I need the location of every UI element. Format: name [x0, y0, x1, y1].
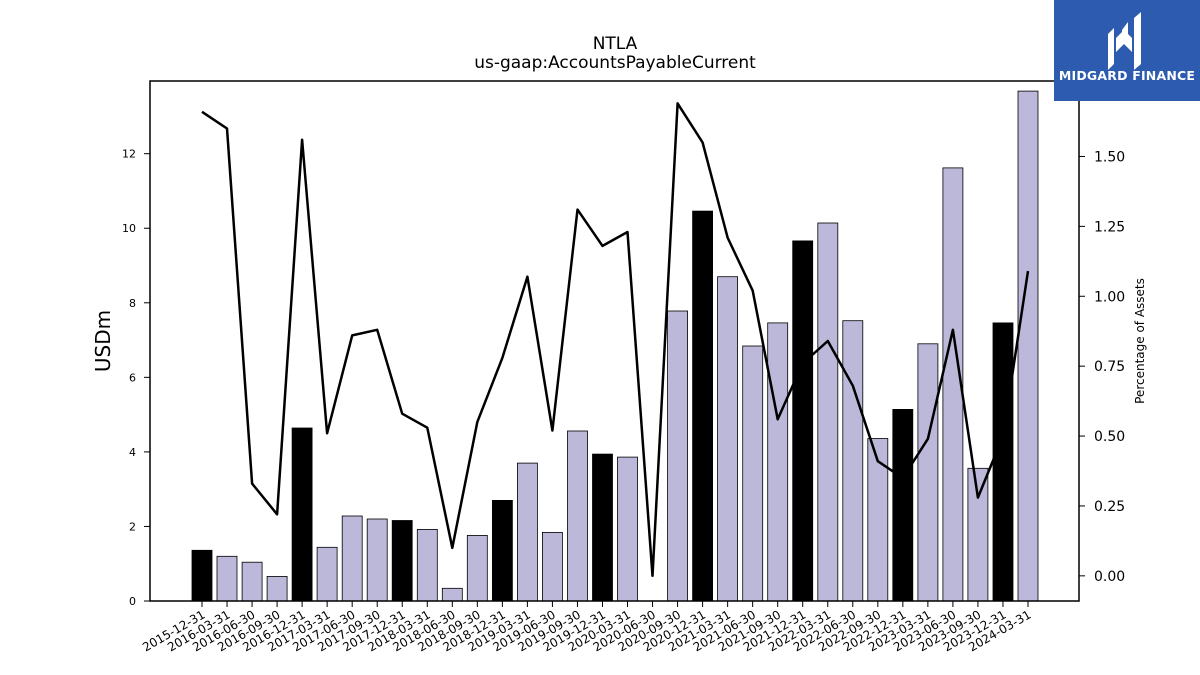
brand-logo: MIDGARD FINANCE [1054, 0, 1200, 101]
bar [967, 467, 989, 602]
bar [892, 408, 914, 602]
bar [316, 546, 338, 602]
percentage-line [201, 102, 1030, 578]
bar [742, 345, 764, 602]
bar [241, 561, 263, 602]
y-tick-label: 8 [129, 297, 136, 310]
bar [917, 343, 939, 602]
y-axis-left: 0 2 4 6 8 10 12 [122, 148, 150, 608]
bar [592, 453, 613, 602]
bar [567, 430, 588, 602]
bar [767, 322, 789, 602]
y-tick-label: 0 [129, 595, 136, 608]
bar [341, 515, 363, 602]
y2-tick-label: 0.00 [1094, 569, 1125, 585]
line-series [201, 102, 1030, 578]
bar [617, 456, 638, 602]
bar [391, 520, 413, 602]
y-tick-label: 4 [129, 446, 136, 459]
y-axis-right: 0.00 0.25 0.50 0.75 1.00 1.25 1.50 [1079, 149, 1125, 585]
logo-mark-icon [1108, 12, 1141, 70]
bar [366, 518, 388, 602]
bar [667, 310, 688, 602]
bar [992, 322, 1014, 602]
bar [517, 462, 538, 602]
bar [416, 529, 438, 602]
y2-tick-label: 1.00 [1094, 289, 1125, 305]
bar [191, 549, 213, 602]
bar [817, 222, 839, 602]
bar [542, 532, 563, 602]
y-axis-label: USDm [91, 310, 115, 372]
y2-tick-label: 1.50 [1094, 149, 1125, 165]
y-tick-label: 6 [129, 371, 136, 384]
y2-tick-label: 1.25 [1094, 219, 1125, 235]
bar [692, 210, 713, 602]
plot-frame [149, 80, 1080, 602]
bar [266, 576, 288, 602]
bar [291, 427, 313, 602]
y2-tick-label: 0.75 [1094, 359, 1125, 375]
bar [867, 438, 889, 602]
y2-tick-label: 0.50 [1094, 429, 1125, 445]
bar [466, 535, 488, 602]
bar-series [191, 90, 1039, 602]
chart-subtitle: us-gaap:AccountsPayableCurrent [474, 53, 756, 73]
bar [717, 276, 738, 602]
y-tick-label: 12 [122, 148, 136, 161]
y-tick-label: 10 [122, 222, 136, 235]
y-tick-label: 2 [129, 520, 136, 533]
bar [491, 499, 513, 602]
chart-title: NTLA [593, 34, 638, 54]
x-axis: 2015-12-312016-03-312016-06-302016-09-30… [140, 601, 1033, 654]
bar [792, 240, 814, 602]
bar [441, 587, 463, 602]
bar [216, 555, 238, 602]
y2-axis-label: Percentage of Assets [1133, 278, 1147, 404]
bar [842, 320, 864, 602]
bar [1017, 90, 1039, 602]
brand-name: MIDGARD FINANCE [1058, 68, 1196, 83]
y2-tick-label: 0.25 [1094, 499, 1125, 515]
